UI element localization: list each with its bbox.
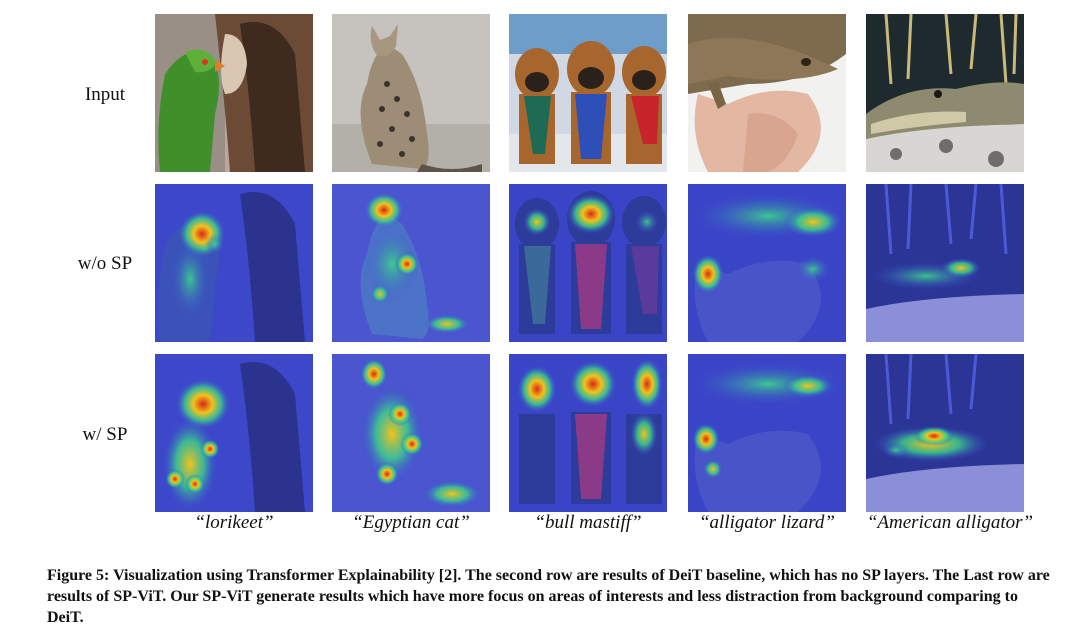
input-image-egyptian-cat: [332, 14, 490, 172]
heatmap-without-sp-lorikeet: [155, 184, 313, 342]
class-label-egyptian-cat: “Egyptian cat”: [352, 512, 470, 533]
class-label-alligator-lizard: “alligator lizard”: [698, 512, 836, 533]
heatmap-with-sp-alligator-lizard: [688, 354, 846, 512]
heatmap-with-sp-bull-mastiff: [509, 354, 667, 512]
class-label-american-alligator: “American alligator”: [866, 512, 1034, 533]
input-image-lorikeet: [155, 14, 313, 172]
figure-caption: Figure 5: Visualization using Transforme…: [47, 567, 1050, 626]
heatmap-without-sp-alligator-lizard: [688, 184, 846, 342]
input-image-alligator-lizard: [688, 14, 846, 172]
row-label-without-sp: w/o SP: [77, 253, 133, 274]
heatmap-without-sp-american-alligator: [866, 184, 1024, 342]
class-label-lorikeet: “lorikeet”: [194, 512, 274, 533]
input-image-bull-mastiff: [509, 14, 667, 172]
class-label-bull-mastiff: “bull mastiff”: [534, 512, 642, 533]
heatmap-with-sp-lorikeet: [155, 354, 313, 512]
heatmap-with-sp-american-alligator: [866, 354, 1024, 512]
heatmap-without-sp-bull-mastiff: [509, 184, 667, 342]
heatmap-without-sp-egyptian-cat: [332, 184, 490, 342]
input-image-american-alligator: [866, 14, 1024, 172]
heatmap-with-sp-egyptian-cat: [332, 354, 490, 512]
row-label-input: Input: [84, 84, 126, 105]
row-label-with-sp: w/ SP: [82, 424, 128, 445]
